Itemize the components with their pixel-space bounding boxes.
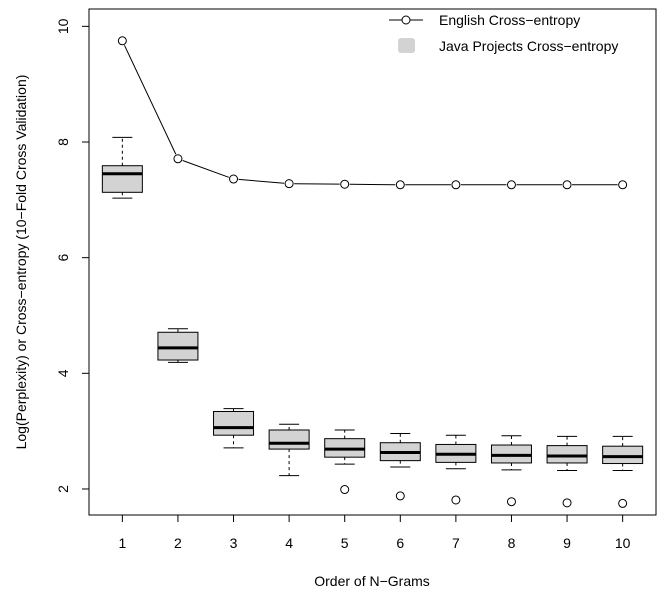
plot-frame	[88, 8, 657, 516]
outlier-point	[562, 498, 572, 508]
x-axis-label: Order of N−Grams	[314, 573, 430, 589]
outlier-point	[451, 495, 461, 505]
y-axis: 2 4 6 8 10	[55, 18, 89, 493]
x-tick-label: 5	[341, 535, 349, 551]
legend-label-java: Java Projects Cross−entropy	[439, 38, 618, 54]
box-group	[268, 423, 310, 477]
x-tick-label: 1	[118, 535, 126, 551]
x-tick-label: 7	[452, 535, 460, 551]
outlier-point	[506, 497, 516, 507]
x-tick-label: 10	[615, 535, 631, 551]
box-group	[435, 434, 477, 505]
box-group	[101, 136, 143, 199]
x-tick-label: 3	[230, 535, 238, 551]
line-point	[562, 180, 572, 190]
line-series	[117, 36, 628, 190]
y-tick-label: 4	[55, 369, 71, 377]
line-point	[618, 180, 628, 190]
legend-circle-sample	[401, 15, 411, 25]
box-group	[157, 328, 199, 363]
y-tick-label: 2	[55, 485, 71, 493]
line-point	[451, 180, 461, 190]
line-point	[284, 179, 294, 189]
box-group	[324, 429, 366, 495]
box	[213, 410, 255, 436]
y-axis-label: Log(Perplexity) or Cross−entropy (10−Fol…	[13, 75, 29, 450]
line-point	[117, 36, 127, 46]
line-point	[340, 179, 350, 189]
x-tick-label: 9	[563, 535, 571, 551]
x-tick-label: 8	[508, 535, 516, 551]
box	[602, 445, 644, 465]
y-tick-label: 6	[55, 254, 71, 262]
line-segment	[238, 178, 285, 184]
y-tick-label: 10	[55, 18, 71, 34]
box	[101, 165, 143, 193]
x-tick-label: 4	[285, 535, 293, 551]
outlier-point	[395, 491, 405, 501]
line-point	[395, 180, 405, 190]
box-group	[490, 435, 532, 507]
line-segment	[182, 160, 230, 178]
boxplot-series	[101, 136, 644, 508]
box-group	[379, 432, 421, 501]
outlier-point	[340, 485, 350, 495]
line-point	[506, 180, 516, 190]
x-tick-label: 6	[396, 535, 404, 551]
legend: English Cross−entropy Java Projects Cros…	[389, 12, 618, 54]
line-point	[229, 174, 239, 184]
outlier-point	[618, 498, 628, 508]
legend-box-swatch	[398, 38, 415, 53]
box	[157, 331, 199, 361]
box	[546, 445, 588, 464]
y-tick-label: 8	[55, 138, 71, 146]
box	[268, 429, 310, 450]
x-axis: 1 2 3 4 5 6 7 8 9 10	[118, 515, 631, 551]
line-point	[173, 154, 183, 164]
line-segment	[124, 45, 177, 155]
box-group	[546, 435, 588, 508]
box-group	[213, 408, 255, 449]
x-tick-label: 2	[174, 535, 182, 551]
box-group	[602, 435, 644, 508]
legend-label-english: English Cross−entropy	[439, 12, 580, 28]
